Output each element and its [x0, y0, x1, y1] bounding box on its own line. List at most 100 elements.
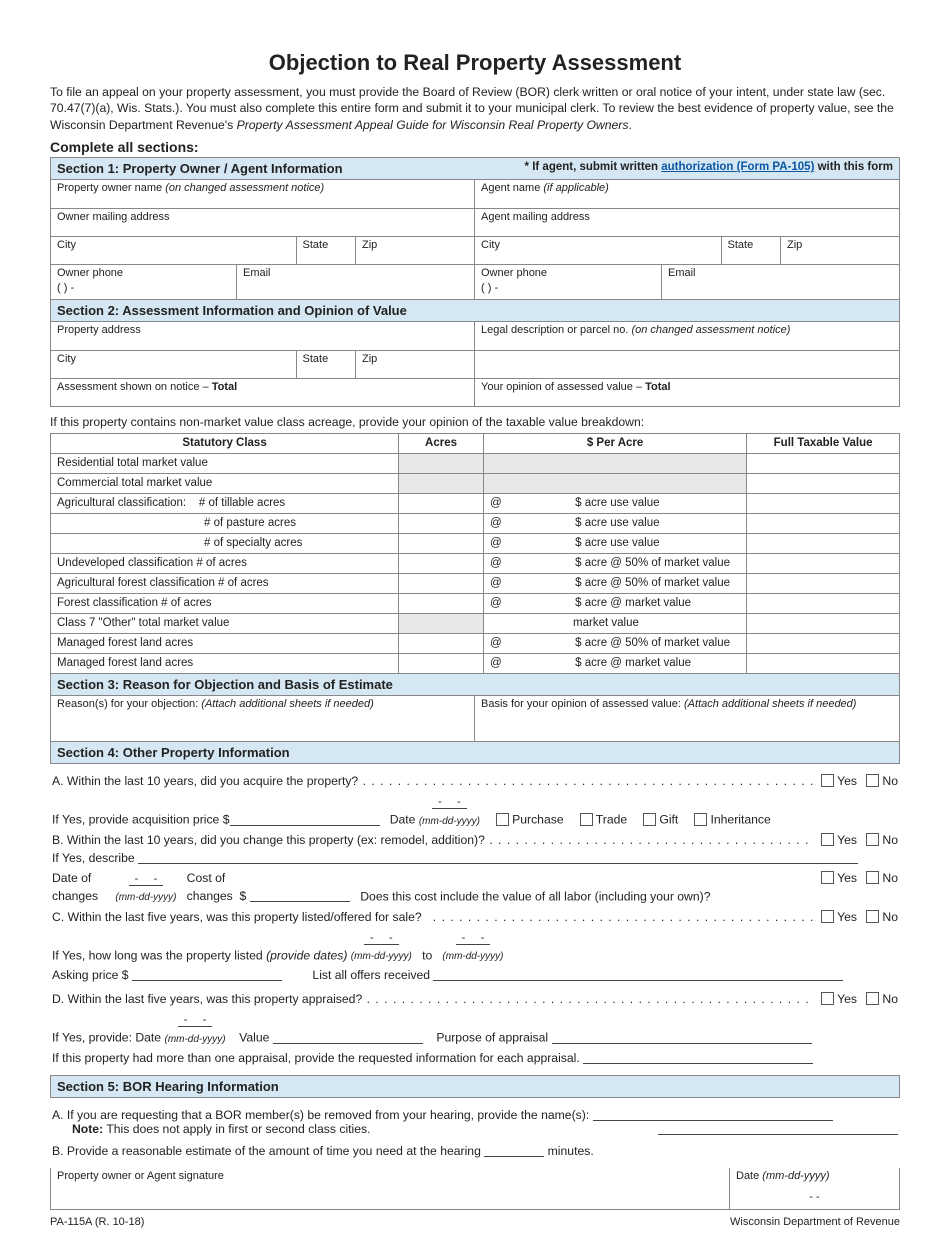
labor-no-checkbox[interactable] [866, 871, 879, 884]
inheritance-checkbox[interactable] [694, 813, 707, 826]
listed-no-checkbox[interactable] [866, 910, 879, 923]
labor-yes-checkbox[interactable] [821, 871, 834, 884]
agent-state-field[interactable]: State [722, 237, 782, 265]
acquire-yes-checkbox[interactable] [821, 774, 834, 787]
table-row-value[interactable] [747, 513, 900, 533]
agent-phone-field[interactable]: Owner phone ( ) - [475, 265, 662, 300]
table-row-value[interactable] [747, 593, 900, 613]
table-row-acres[interactable] [399, 653, 484, 673]
sig-date-field[interactable]: Date (mm-dd-yyyy) - - [730, 1168, 900, 1209]
bor-names-input-2[interactable] [658, 1122, 898, 1135]
assessment-total-field[interactable]: Assessment shown on notice – Total [50, 379, 475, 407]
auth-form-link[interactable]: authorization (Form PA-105) [661, 161, 814, 173]
acq-price-input[interactable] [230, 813, 380, 826]
table-row-value[interactable] [747, 533, 900, 553]
table-row-value[interactable] [747, 613, 900, 633]
owner-city-field[interactable]: City [50, 237, 297, 265]
owner-email-field[interactable]: Email [237, 265, 475, 300]
agent-name-field[interactable]: Agent name (if applicable) [475, 180, 900, 208]
prop-city-field[interactable]: City [50, 351, 297, 379]
agent-city-field[interactable]: City [475, 237, 722, 265]
table-row-value[interactable] [747, 653, 900, 673]
purchase-checkbox[interactable] [496, 813, 509, 826]
change-cost-input[interactable] [250, 889, 350, 902]
form-number: PA-115A (R. 10-18) [50, 1216, 144, 1228]
bor-names-input[interactable] [593, 1108, 833, 1121]
property-address-field[interactable]: Property address [50, 322, 475, 350]
table-row-per-acre[interactable] [483, 453, 746, 473]
table-row-value[interactable] [747, 473, 900, 493]
legal-desc-field[interactable]: Legal description or parcel no. (on chan… [475, 322, 900, 350]
listed-yes-checkbox[interactable] [821, 910, 834, 923]
trade-checkbox[interactable] [580, 813, 593, 826]
th-acres: Acres [399, 433, 484, 453]
table-row-per-acre[interactable]: @ $ acre @ 50% of market value [483, 553, 746, 573]
table-row-acres[interactable] [399, 553, 484, 573]
table-row-per-acre[interactable]: @ $ acre use value [483, 513, 746, 533]
listed-to-input[interactable]: - - [456, 932, 491, 945]
q-listed: Yes No C. Within the last five years, wa… [52, 910, 898, 924]
q-change: Yes No B. Within the last 10 years, did … [52, 833, 898, 847]
change-date-input[interactable]: - - [129, 873, 164, 886]
owner-phone-field[interactable]: Owner phone ( ) - [50, 265, 237, 300]
table-row-value[interactable] [747, 573, 900, 593]
intro-text: To file an appeal on your property asses… [50, 84, 900, 133]
describe-input[interactable] [138, 851, 858, 864]
opinion-total-field[interactable]: Your opinion of assessed value – Total [475, 379, 900, 407]
table-row-class: Managed forest land acres [51, 653, 399, 673]
table-row-acres[interactable] [399, 513, 484, 533]
table-row-acres[interactable] [399, 493, 484, 513]
table-row-acres[interactable] [399, 533, 484, 553]
signature-field[interactable]: Property owner or Agent signature [50, 1168, 730, 1209]
table-row-value[interactable] [747, 553, 900, 573]
acquire-no-checkbox[interactable] [866, 774, 879, 787]
table-row-class: Class 7 "Other" total market value [51, 613, 399, 633]
reason-field[interactable]: Reason(s) for your objection: (Attach ad… [50, 696, 475, 742]
table-row-per-acre[interactable]: market value [483, 613, 746, 633]
agent-email-field[interactable]: Email [662, 265, 900, 300]
acq-date-input[interactable]: - - [432, 796, 467, 809]
gift-checkbox[interactable] [643, 813, 656, 826]
table-row-value[interactable] [747, 633, 900, 653]
table-row-acres[interactable] [399, 573, 484, 593]
table-row-acres[interactable] [399, 633, 484, 653]
table-row-acres[interactable] [399, 453, 484, 473]
table-row-class: Managed forest land acres [51, 633, 399, 653]
owner-name-field[interactable]: Property owner name (on changed assessme… [50, 180, 475, 208]
change-no-checkbox[interactable] [866, 833, 879, 846]
table-row-per-acre[interactable]: @ $ acre @ market value [483, 593, 746, 613]
table-row-value[interactable] [747, 453, 900, 473]
listed-price: Asking price $ List all offers received [52, 968, 898, 982]
table-row-per-acre[interactable]: @ $ acre @ market value [483, 653, 746, 673]
table-row-per-acre[interactable]: @ $ acre use value [483, 493, 746, 513]
table-row-acres[interactable] [399, 473, 484, 493]
appraised-yes-checkbox[interactable] [821, 992, 834, 1005]
q-acquire: Yes No A. Within the last 10 years, did … [52, 774, 898, 788]
asking-price-input[interactable] [132, 968, 282, 981]
agent-addr-field[interactable]: Agent mailing address [475, 209, 900, 237]
table-row-acres[interactable] [399, 613, 484, 633]
appraisal-purpose-input[interactable] [552, 1031, 812, 1044]
table-row-value[interactable] [747, 493, 900, 513]
multi-appraisal-input[interactable] [583, 1051, 813, 1064]
owner-state-field[interactable]: State [297, 237, 357, 265]
table-row-acres[interactable] [399, 593, 484, 613]
owner-zip-field[interactable]: Zip [356, 237, 475, 265]
table-row-per-acre[interactable]: @ $ acre use value [483, 533, 746, 553]
table-row-per-acre[interactable]: @ $ acre @ 50% of market value [483, 573, 746, 593]
offers-input[interactable] [433, 968, 843, 981]
appraisal-value-input[interactable] [273, 1031, 423, 1044]
change-yes-checkbox[interactable] [821, 833, 834, 846]
minutes-input[interactable] [484, 1144, 544, 1157]
agent-zip-field[interactable]: Zip [781, 237, 900, 265]
prop-zip-field[interactable]: Zip [356, 351, 475, 379]
table-row-per-acre[interactable]: @ $ acre @ 50% of market value [483, 633, 746, 653]
appraised-no-checkbox[interactable] [866, 992, 879, 1005]
basis-field[interactable]: Basis for your opinion of assessed value… [475, 696, 900, 742]
owner-addr-field[interactable]: Owner mailing address [50, 209, 475, 237]
listed-from-input[interactable]: - - [364, 932, 399, 945]
prop-state-field[interactable]: State [297, 351, 357, 379]
appraisal-date-input[interactable]: - - [178, 1014, 213, 1027]
table-row-per-acre[interactable] [483, 473, 746, 493]
table-row-class: Undeveloped classification # of acres [51, 553, 399, 573]
